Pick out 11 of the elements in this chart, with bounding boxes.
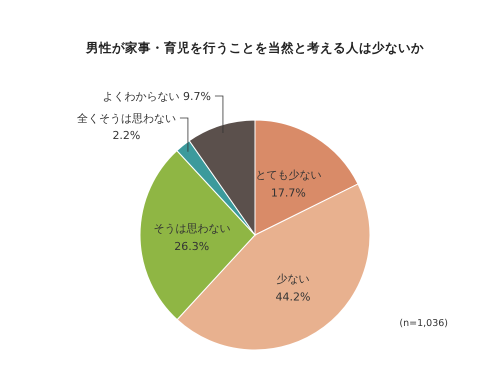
- slice-label: そうは思わない: [153, 222, 230, 236]
- slice-label: よくわからない 9.7%: [102, 90, 211, 103]
- slice-label: 少ない: [276, 272, 310, 286]
- data-label: 44.2%: [275, 290, 310, 304]
- chart-title: 男性が家事・育児を行うことを当然と考える人は少ないか: [85, 40, 425, 55]
- slice-label: とても少ない: [255, 168, 322, 182]
- data-label: 17.7%: [270, 186, 306, 200]
- text: (n=1,036): [399, 318, 448, 329]
- slice-label: 全くそうは思わない: [76, 112, 176, 125]
- data-label: 26.3%: [174, 240, 210, 254]
- data-label: 2.2%: [112, 129, 140, 142]
